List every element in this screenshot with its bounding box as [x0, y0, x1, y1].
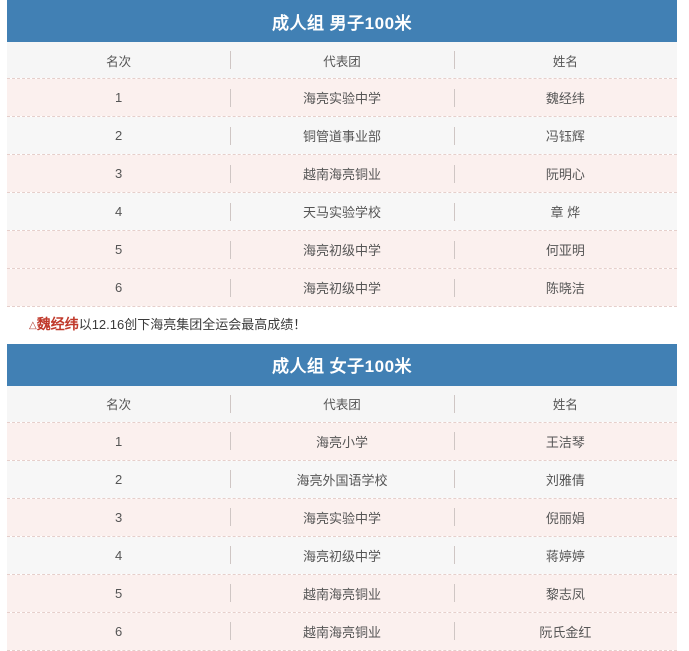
cell-team: 越南海亮铜业	[230, 155, 454, 192]
cell-team: 海亮初级中学	[230, 231, 454, 268]
row-separator	[7, 649, 677, 651]
column-header-name: 姓名	[453, 42, 677, 78]
table-row: 6 越南海亮铜业 阮氏金红	[7, 612, 677, 650]
results-table-mens-100m: 成人组 男子100米 名次 代表团 姓名 1 海亮实验中学 魏经纬 2 铜管道事…	[7, 0, 677, 307]
cell-rank: 4	[7, 536, 231, 574]
column-header-team: 代表团	[230, 385, 454, 422]
cell-rank: 5	[7, 231, 231, 268]
cell-name: 蒋婷婷	[453, 536, 677, 574]
table-row: 4 海亮初级中学 蒋婷婷	[7, 536, 677, 574]
cell-rank: 5	[7, 574, 231, 612]
cell-rank: 3	[7, 498, 231, 536]
cell-team: 海亮实验中学	[230, 79, 454, 116]
cell-name: 何亚明	[453, 231, 677, 268]
table-row: 5 越南海亮铜业 黎志凤	[7, 574, 677, 612]
record-athlete-name: 魏经纬	[36, 316, 79, 332]
record-note-text: 以12.16创下海亮集团全运会最高成绩！	[78, 317, 307, 332]
cell-name: 王洁琴	[453, 422, 677, 460]
cell-rank: 1	[7, 422, 231, 460]
cell-rank: 2	[7, 460, 231, 498]
cell-team: 海亮小学	[230, 422, 454, 460]
table-row: 1 海亮实验中学 魏经纬	[7, 79, 677, 116]
cell-name: 黎志凤	[453, 574, 677, 612]
column-header-name: 姓名	[453, 385, 677, 422]
table-title-row: 成人组 男子100米	[7, 0, 677, 42]
cell-team: 铜管道事业部	[230, 117, 454, 154]
cell-team: 海亮外国语学校	[230, 460, 454, 498]
cell-rank: 2	[7, 117, 231, 154]
table-title: 成人组 男子100米	[7, 0, 677, 42]
cell-name: 冯钰辉	[453, 117, 677, 154]
cell-team: 海亮实验中学	[230, 498, 454, 536]
cell-name: 倪丽娟	[453, 498, 677, 536]
cell-team: 越南海亮铜业	[230, 574, 454, 612]
cell-team: 越南海亮铜业	[230, 612, 454, 650]
row-separator-line	[7, 306, 677, 307]
cell-team: 海亮初级中学	[230, 536, 454, 574]
cell-rank: 4	[7, 193, 231, 230]
cell-rank: 3	[7, 155, 231, 192]
record-note: △魏经纬以12.16创下海亮集团全运会最高成绩！	[7, 307, 677, 344]
cell-name: 刘雅倩	[453, 460, 677, 498]
row-separator	[7, 306, 677, 307]
cell-rank: 6	[7, 612, 231, 650]
table-row: 3 海亮实验中学 倪丽娟	[7, 498, 677, 536]
cell-team: 天马实验学校	[230, 193, 454, 230]
column-header-rank: 名次	[7, 42, 231, 78]
results-table-womens-100m: 成人组 女子100米 名次 代表团 姓名 1 海亮小学 王洁琴 2 海亮外国语学…	[7, 343, 677, 651]
table-row: 1 海亮小学 王洁琴	[7, 422, 677, 460]
row-separator-line	[7, 649, 677, 651]
cell-rank: 6	[7, 269, 231, 306]
table-row: 6 海亮初级中学 陈晓洁	[7, 269, 677, 306]
table-row: 5 海亮初级中学 何亚明	[7, 231, 677, 268]
column-header-row: 名次 代表团 姓名	[7, 385, 677, 422]
column-header-rank: 名次	[7, 385, 231, 422]
cell-name: 阮氏金红	[453, 612, 677, 650]
table-title: 成人组 女子100米	[7, 343, 677, 386]
table-row: 2 海亮外国语学校 刘雅倩	[7, 460, 677, 498]
cell-name: 阮明心	[453, 155, 677, 192]
cell-team: 海亮初级中学	[230, 269, 454, 306]
cell-name: 章 烨	[453, 193, 677, 230]
column-header-row: 名次 代表团 姓名	[7, 42, 677, 78]
cell-name: 陈晓洁	[453, 269, 677, 306]
table-title-row: 成人组 女子100米	[7, 343, 677, 386]
table-row: 2 铜管道事业部 冯钰辉	[7, 117, 677, 154]
cell-rank: 1	[7, 79, 231, 116]
cell-name: 魏经纬	[453, 79, 677, 116]
column-header-team: 代表团	[230, 42, 454, 78]
table-row: 4 天马实验学校 章 烨	[7, 193, 677, 230]
table-row: 3 越南海亮铜业 阮明心	[7, 155, 677, 192]
triangle-marker-icon: △	[29, 320, 37, 331]
